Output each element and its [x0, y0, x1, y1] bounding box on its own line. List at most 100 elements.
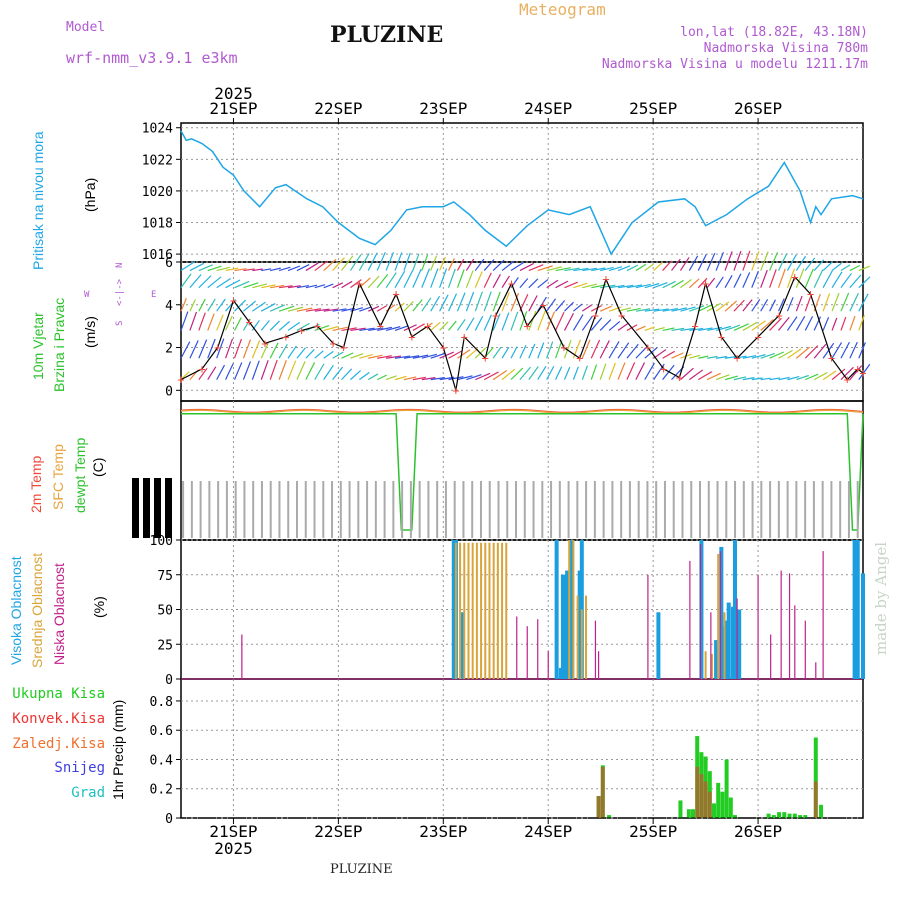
cloud-bar-0: [724, 620, 729, 679]
wind-arrow: [528, 366, 539, 380]
cloud-bar-2: [516, 616, 518, 679]
wind-arrow: [849, 274, 862, 289]
wind-arrow: [305, 284, 318, 289]
wind-arrow: [492, 313, 501, 331]
wind-arrow: [260, 320, 270, 331]
wind-arrow: [510, 292, 520, 312]
wind-arrow: [555, 311, 565, 331]
wind-arrow: [733, 273, 742, 288]
wind-arrow: [269, 320, 280, 331]
precip-bar-0: [678, 800, 683, 818]
wind-arrow: [278, 321, 291, 331]
cloud-ytick-label: 100: [150, 534, 173, 549]
wind-arrow: [840, 341, 850, 359]
wind-arrow: [777, 253, 788, 271]
wind-ytick-label: 2: [165, 342, 173, 357]
cloud-bar-2: [710, 612, 712, 679]
wind-arrow: [689, 354, 701, 359]
wind-arrow: [519, 344, 527, 359]
cloud-bar-0: [656, 612, 661, 679]
wind-marker: +: [424, 319, 431, 333]
wind-arrow: [653, 281, 668, 289]
wind-arrow: [225, 267, 239, 272]
wind-marker: +: [539, 298, 546, 312]
wind-marker: +: [230, 293, 237, 307]
wind-ytick-label: 6: [165, 256, 173, 271]
cloud-bar-2: [804, 620, 806, 679]
wind-arrow: [216, 277, 231, 289]
wind-arrow: [796, 374, 809, 381]
wind-arrow: [626, 307, 641, 312]
wind-arrow: [269, 359, 278, 380]
wind-arrow: [840, 366, 854, 381]
cloud-bar-2: [719, 551, 721, 679]
wind-arrow: [599, 363, 607, 380]
wind-arrow: [769, 317, 782, 331]
wind-arrow: [626, 264, 639, 272]
wind-arrow: [804, 294, 812, 312]
wind-arrow: [786, 268, 796, 288]
wind-arrow: [261, 268, 272, 272]
wind-arrow: [501, 292, 510, 312]
wind-marker: +: [246, 315, 253, 329]
wind-marker: +: [452, 383, 459, 397]
wind-arrow: [777, 268, 786, 288]
wind-arrow: [510, 311, 519, 331]
precip-panel-frame: [180, 678, 864, 819]
wind-marker: +: [644, 341, 651, 355]
wind-marker: +: [592, 308, 599, 322]
wind-arrow: [394, 270, 406, 288]
temp-tick-blob: [132, 478, 139, 538]
wind-arrow: [751, 320, 766, 331]
wind-arrow: [242, 339, 252, 359]
wind-arrow: [626, 362, 636, 380]
cloud-bar-2: [815, 662, 817, 679]
wind-arrow: [198, 339, 208, 359]
cloud-ytick-label: 25: [157, 638, 173, 653]
cloud-bar-2: [689, 560, 691, 679]
wind-arrow: [573, 267, 589, 272]
wind-arrow: [483, 371, 499, 381]
wind-arrow: [412, 299, 423, 312]
wind-arrow: [635, 308, 651, 312]
wind-arrow: [430, 352, 446, 359]
wind-arrow: [849, 365, 863, 381]
wind-arrow: [225, 315, 233, 331]
wind-arrow: [243, 300, 256, 312]
wind-arrow: [563, 366, 571, 380]
wind-arrow: [786, 297, 794, 312]
wind-arrow: [296, 361, 306, 380]
wind-marker: +: [676, 370, 683, 384]
wind-arrow: [403, 300, 414, 312]
top-date-label: 22SEP: [314, 99, 362, 118]
wind-arrow: [314, 324, 330, 331]
wind-arrow: [831, 292, 840, 312]
cloud-bar-1: [484, 542, 487, 679]
wind-arrow: [555, 340, 563, 359]
cloud-bar-2: [594, 620, 597, 679]
wind-arrow: [751, 377, 763, 381]
cloud-bar-2: [647, 574, 649, 679]
wind-arrow: [519, 311, 528, 331]
wind-arrow: [448, 320, 457, 331]
wind-arrow: [751, 354, 766, 359]
wind-arrow: [840, 272, 852, 289]
wind-arrow: [412, 376, 426, 381]
wind-arrow: [465, 291, 475, 312]
wind-arrow: [777, 298, 785, 312]
wind-arrow: [724, 251, 733, 271]
wind-arrow: [456, 319, 466, 331]
wind-arrow: [234, 268, 247, 272]
bottom-year-label: 2025: [214, 839, 253, 858]
wind-arrow: [439, 268, 448, 288]
wind-arrow: [822, 270, 833, 288]
wind-arrow: [367, 373, 379, 381]
wind-arrow: [234, 280, 250, 289]
wind-arrow: [590, 305, 602, 312]
wind-arrow: [510, 367, 524, 381]
wind-arrow: [573, 303, 583, 312]
wind-arrow: [840, 292, 850, 312]
wind-arrow: [581, 315, 593, 331]
wind-arrow: [314, 260, 328, 272]
precip-bar-0: [724, 759, 729, 818]
